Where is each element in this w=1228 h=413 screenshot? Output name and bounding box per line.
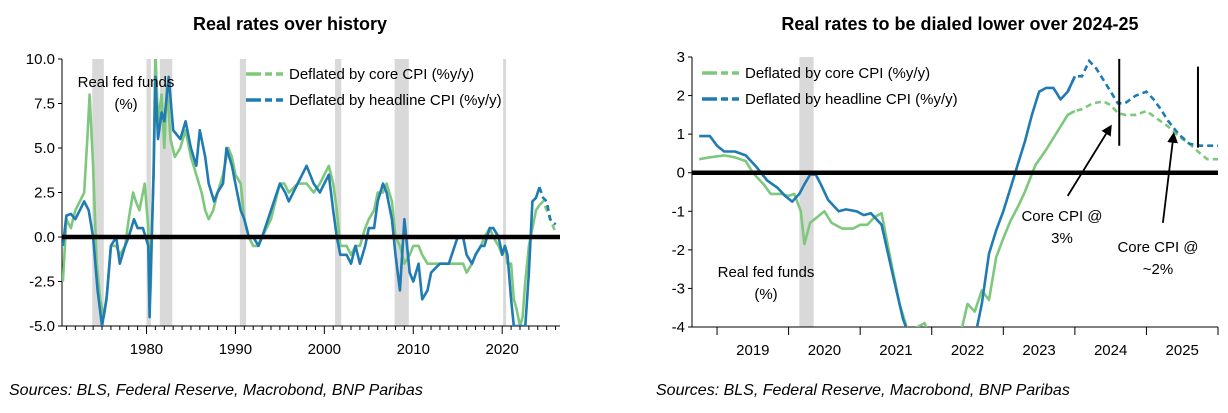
right-legend-label-1: Deflated by headline CPI (%y/y) [745,91,958,108]
left-y-tick-label-3: 2.5 [34,185,55,202]
source-note-left: Sources: BLS, Federal Reserve, Macrobond… [9,382,423,399]
chart-right: 3 2 1 0 -1 -2 -3 -4 2019 2020 2021 2022 2023 2024 2025… [672,49,1219,359]
chart-left: 10.0 7.5 5.0 2.5 0.0 -2.5 -5.0 1980 1990 2000 2010… [26,51,560,358]
left-recession-band-0 [92,59,104,326]
right-y-tick-label-7: -4 [672,319,685,336]
left-series-1-forecast [538,186,557,226]
left-y-tick-label-0: 10.0 [26,51,55,68]
right-y-tick-label-0: 3 [677,49,685,66]
left-series-1-line [62,75,541,326]
left-recession-band-3 [239,59,247,326]
right-x-tick-label-5: 2024 [1094,342,1127,359]
left-y-tick-label-2: 5.0 [34,140,55,157]
left-series-0-forecast [538,199,557,233]
chart-panel-left: Real rates over history 10.0 7.5 5.0 2.5 0.0… [0,0,600,413]
left-x-tick-label-3: 2010 [397,341,430,358]
source-note-right: Sources: BLS, Federal Reserve, Macrobond… [656,382,1070,399]
right-x-tick-label-6: 2025 [1166,342,1199,359]
right-arrow-1 [1162,131,1178,223]
left-x-tick-label-4: 2020 [486,341,519,358]
right-x-tick-label-1: 2020 [808,342,841,359]
right-plot-area [698,58,1218,327]
right-recession-band-0 [799,57,814,327]
right-x-tick-label-0: 2019 [736,342,769,359]
left-recession-band-4 [335,59,342,326]
right-arrow-0 [1066,124,1112,197]
left-y-tick-label-6: -5.0 [29,318,55,335]
left-plot-area [62,59,557,326]
right-y-tick-label-2: 1 [677,126,685,143]
left-y-tick-label-5: -2.5 [29,274,55,291]
chart-title-left: Real rates over history [192,14,388,34]
chart-title-right: Real rates to be dialed lower over 2024-… [781,14,1139,34]
right-series-1-forecast [1066,58,1218,147]
left-annotation-line-1: Real fed funds [78,74,175,91]
right-x-tick-label-4: 2023 [1022,342,1055,359]
right-x-tick-label-2: 2021 [879,342,912,359]
left-legend-label-1: Deflated by headline CPI (%y/y) [289,92,502,109]
right-series-1-line [699,75,1077,327]
left-y-tick-label-4: 0.0 [34,229,55,246]
right-arrow-label-0-line-1: Core CPI @ [1021,208,1102,225]
right-y-tick-label-5: -2 [672,242,685,259]
left-x-tick-label-2: 2000 [308,341,341,358]
right-y-tick-label-4: -1 [672,203,685,220]
left-y-tick-label-1: 7.5 [34,96,55,113]
right-arrow-label-1-line-2: ~2% [1143,261,1173,278]
right-legend-label-0: Deflated by core CPI (%y/y) [745,65,930,82]
right-x-tick-label-3: 2022 [951,342,984,359]
right-arrow-label-0-line-2: 3% [1051,230,1073,247]
left-x-tick-label-0: 1980 [130,341,163,358]
chart-panel-right: Real rates to be dialed lower over 2024-… [640,0,1228,413]
left-recession-band-1 [146,59,151,326]
left-annotation-line-2: (%) [114,96,137,113]
left-legend-label-0: Deflated by core CPI (%y/y) [289,66,474,83]
left-recession-band-5 [394,59,409,326]
right-annotation-line-1: Real fed funds [718,264,815,281]
right-y-tick-label-3: 0 [677,165,685,182]
left-recession-band-6 [503,59,507,326]
right-y-tick-label-1: 2 [677,88,685,105]
right-annotation-line-2: (%) [754,286,777,303]
left-x-tick-label-1: 1990 [219,341,252,358]
right-series-0-line [698,109,1076,327]
right-arrow-label-1-line-1: Core CPI @ [1117,239,1198,256]
right-series-0-forecast [1067,100,1218,161]
right-y-tick-label-6: -3 [672,280,685,297]
